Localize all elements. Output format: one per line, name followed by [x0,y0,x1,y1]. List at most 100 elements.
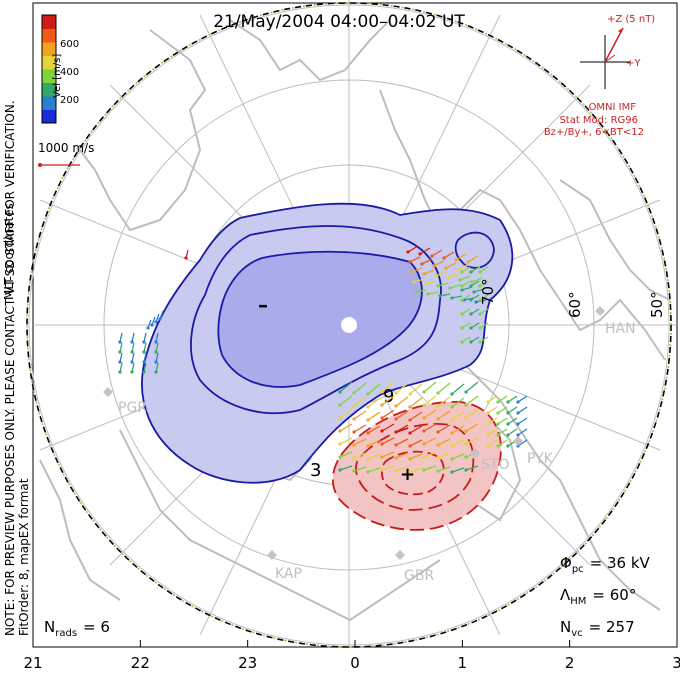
station-label-sto: STO [481,457,509,473]
velocity-vector [353,452,367,459]
station-marker-pgr [103,387,113,397]
mlt-tick-label: 0 [350,654,360,672]
velocity-vector-origin [422,442,426,446]
velocity-vector [415,289,427,293]
velocity-vector-origin [469,312,473,316]
velocity-vector [409,383,423,395]
velocity-vector-origin [436,456,440,460]
velocity-vector-origin [478,284,482,288]
velocity-vector-origin [464,442,468,446]
velocity-vector-origin [460,340,464,344]
velocity-vector-origin [352,404,356,408]
velocity-vector [465,409,479,419]
velocity-vector [367,411,381,421]
velocity-vector-origin [478,298,482,302]
velocity-vector-origin [446,276,450,280]
velocity-vector [395,410,409,420]
velocity-vector-origin [464,429,468,433]
velocity-vector [461,286,473,291]
velocity-vector-origin [438,294,442,298]
velocity-vector [507,417,518,425]
velocity-vector [471,277,483,283]
velocity-vector-origin [436,430,440,434]
velocity-vector [395,382,409,394]
velocity-vector [381,465,395,471]
velocity-vector-origin [469,298,473,302]
velocity-vector-origin [394,417,398,421]
negative-sign-label: – [258,293,268,317]
velocity-vector-origin [450,296,454,300]
velocity-vector-origin [469,340,473,344]
latitude-label-50: 50° [648,291,666,318]
velocity-vector-origin [352,469,356,473]
velocity-vector-origin [460,326,464,330]
velocity-vector-origin [118,360,122,364]
imf-condition: Bz+/By+, 6<BT<12 [544,127,644,138]
velocity-vector [507,428,518,436]
velocity-vector [395,438,409,446]
velocity-vector-origin [338,429,342,433]
velocity-vector-origin [516,400,520,404]
velocity-vector-origin [394,430,398,434]
velocity-vector [381,395,395,406]
velocity-vector [465,423,479,432]
velocity-vector-origin [442,256,446,260]
velocity-vector-origin [466,260,470,264]
velocity-vector [367,453,381,460]
velocity-vector-origin [158,317,162,321]
velocity-vector-origin [408,431,412,435]
velocity-vector-origin [436,404,440,408]
colorbar-segment [42,82,56,97]
velocity-vector [517,428,528,436]
velocity-vector [517,406,528,414]
velocity-vector-origin [424,282,428,286]
velocity-vector [437,466,451,472]
velocity-vector-origin [366,405,370,409]
velocity-vector [353,382,367,394]
nvc-stat: Nvc = 257 [560,618,635,639]
velocity-vector [449,284,461,289]
velocity-vector [443,251,455,259]
velocity-vector-origin [118,370,122,374]
velocity-vector [451,411,465,421]
velocity-vector-origin [380,403,384,407]
velocity-vector-origin [366,431,370,435]
velocity-vector-origin [422,390,426,394]
velocity-vector-origin [418,252,422,256]
velocity-vector-origin [154,370,158,374]
velocity-vector [421,258,433,265]
velocity-vector [353,466,367,472]
velocity-vector [367,439,381,447]
velocity-vector [423,437,437,445]
velocity-vector [423,465,437,471]
velocity-vector [455,253,467,261]
velocity-vector [381,437,395,445]
velocity-vector [497,406,508,414]
velocity-vector [339,381,353,393]
velocity-vector [451,453,465,460]
velocity-vector [427,291,439,295]
velocity-vector [339,409,353,419]
velocity-vector [487,439,498,447]
reference-vector-label: 1000 m/s [38,141,94,155]
colorbar-segment [42,15,56,29]
phi-pc-stat: Φpc = 36 kV [560,554,651,575]
velocity-vector-origin [450,431,454,435]
velocity-vector-origin [506,422,510,426]
velocity-vector [497,428,508,436]
velocity-vector-origin [454,258,458,262]
velocity-vector-origin [130,340,134,344]
velocity-vector [409,439,423,447]
velocity-vector-origin [422,455,426,459]
velocity-vector-origin [366,470,370,474]
velocity-vector [437,282,449,287]
velocity-vector [339,423,353,432]
velocity-vector-origin [496,444,500,448]
velocity-vector-origin [436,469,440,473]
velocity-vector [433,260,445,267]
velocity-vector [419,247,431,255]
colorbar-segment [42,96,56,110]
velocity-vector [353,396,367,407]
velocity-vector [437,410,451,420]
